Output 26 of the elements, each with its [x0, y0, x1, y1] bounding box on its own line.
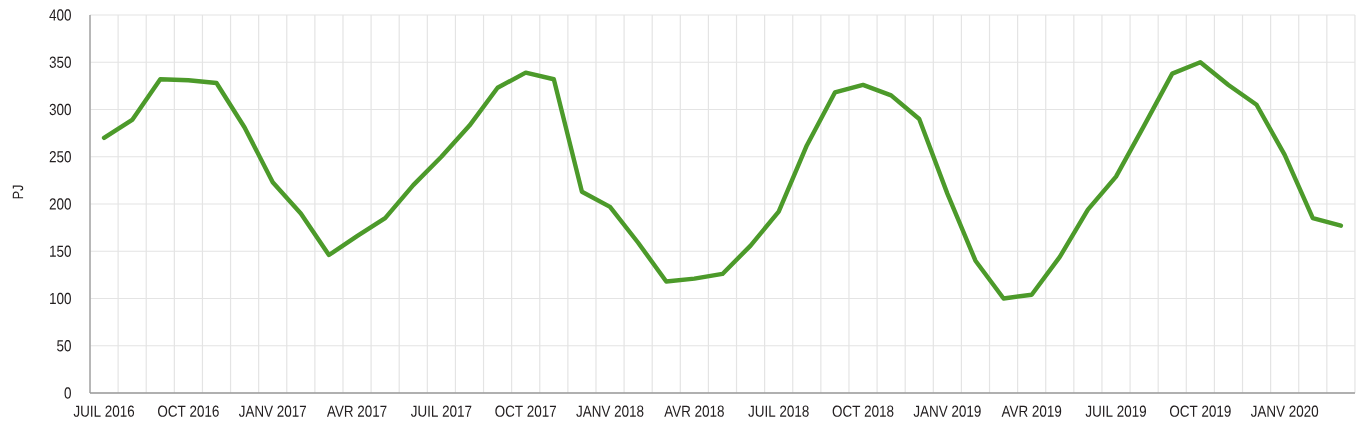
x-tick-label: OCT 2017: [495, 405, 557, 417]
y-tick-label: 0: [64, 387, 71, 399]
y-tick-label: 250: [49, 151, 71, 163]
x-tick-label: AVR 2018: [664, 405, 724, 417]
x-tick-label: JANV 2020: [1250, 405, 1319, 417]
y-tick-label: 350: [49, 56, 71, 68]
y-tick-label: 400: [49, 9, 71, 21]
y-tick-label: 50: [57, 340, 71, 352]
line-series: [101, 60, 1344, 301]
x-tick-label: JANV 2018: [576, 405, 644, 417]
x-tick-label: JUIL 2018: [748, 405, 809, 417]
y-tick-label: 300: [49, 103, 71, 116]
x-tick-label: AVR 2019: [1001, 405, 1062, 417]
x-tick-label: OCT 2019: [1169, 405, 1231, 417]
y-tick-label: 150: [50, 245, 71, 257]
x-tick-label: OCT 2016: [158, 405, 219, 417]
x-tick-label: JANV 2017: [238, 405, 307, 417]
x-tick-label: JUIL 2016: [73, 405, 135, 417]
x-tick-label: JANV 2019: [913, 405, 981, 417]
x-tick-label: OCT 2018: [832, 405, 894, 417]
y-axis-title: PJ: [12, 185, 24, 199]
x-tick-label: JUIL 2017: [410, 405, 472, 417]
x-tick-label: AVR 2017: [326, 405, 387, 417]
x-tick-label: JUIL 2019: [1085, 405, 1146, 417]
y-tick-label: 200: [49, 198, 71, 210]
y-tick-label: 100: [50, 292, 71, 305]
